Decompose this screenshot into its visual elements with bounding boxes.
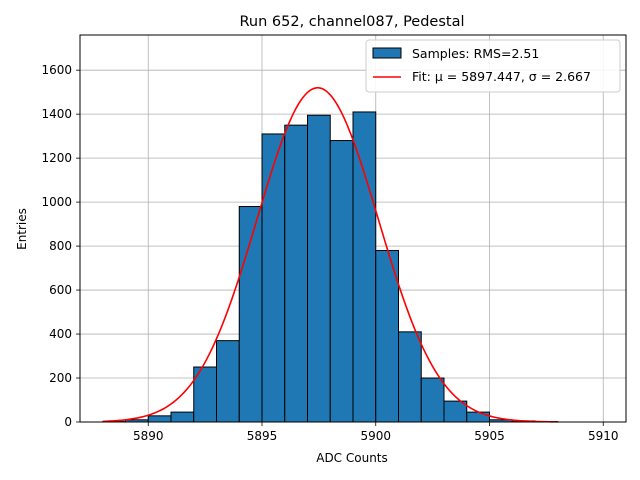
x-axis-label: ADC Counts [316,451,388,465]
legend: Samples: RMS=2.51 Fit: μ = 5897.447, σ =… [365,39,621,93]
x-tick-label: 5905 [474,429,505,443]
legend-label-histogram: Samples: RMS=2.51 [412,46,539,61]
x-tick-label: 5890 [133,429,164,443]
histogram-bar [329,140,354,423]
y-tick-label: 1200 [41,151,72,165]
histogram-bar [307,114,331,423]
y-tick-label: 1600 [41,63,72,77]
fit-curve [102,87,558,423]
histogram-bar [216,340,240,423]
histogram-bar [261,133,286,423]
x-tick-label: 5895 [247,429,278,443]
x-tick-label: 5900 [360,429,391,443]
legend-box [365,39,621,93]
histogram-bar [284,124,308,423]
y-tick-label: 800 [49,239,72,253]
y-tick-label: 400 [49,327,72,341]
histogram-bars [102,111,559,423]
y-tick-label: 0 [64,415,72,429]
chart-title: Run 652, channel087, Pedestal [239,14,464,30]
y-tick-label: 200 [49,371,72,385]
y-axis: 0 200 400 600 800 1000 1200 1400 1600 [41,63,80,429]
axes-frame [79,34,627,423]
histogram-bar [352,111,377,423]
histogram-bar [170,411,195,423]
y-tick-label: 1000 [41,195,72,209]
y-tick-label: 1400 [41,107,72,121]
histogram-bar [466,411,490,423]
x-axis: 5890 5895 5900 5905 5910 [133,422,619,443]
histogram-bar [147,415,172,423]
x-tick-label: 5910 [588,429,619,443]
histogram-bar [398,331,422,423]
legend-swatch-histogram [372,47,402,59]
histogram-bar [420,377,445,423]
y-axis-label: Entries [15,208,29,250]
y-tick-label: 600 [49,283,72,297]
legend-label-fit: Fit: μ = 5897.447, σ = 2.667 [412,69,591,84]
